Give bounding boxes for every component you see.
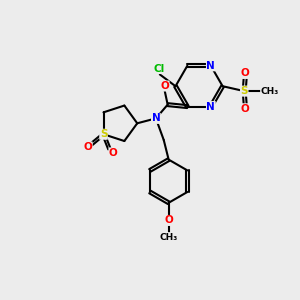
Text: O: O bbox=[160, 81, 169, 91]
Text: N: N bbox=[206, 102, 215, 112]
Text: N: N bbox=[206, 61, 215, 71]
Text: S: S bbox=[241, 86, 248, 96]
Text: CH₃: CH₃ bbox=[160, 232, 178, 242]
Text: O: O bbox=[241, 104, 250, 114]
Text: N: N bbox=[152, 113, 160, 123]
Text: O: O bbox=[83, 142, 92, 152]
Text: Cl: Cl bbox=[153, 64, 164, 74]
Text: O: O bbox=[241, 68, 250, 78]
Text: CH₃: CH₃ bbox=[261, 87, 279, 96]
Text: S: S bbox=[100, 129, 107, 139]
Text: O: O bbox=[109, 148, 118, 158]
Text: O: O bbox=[164, 215, 173, 226]
